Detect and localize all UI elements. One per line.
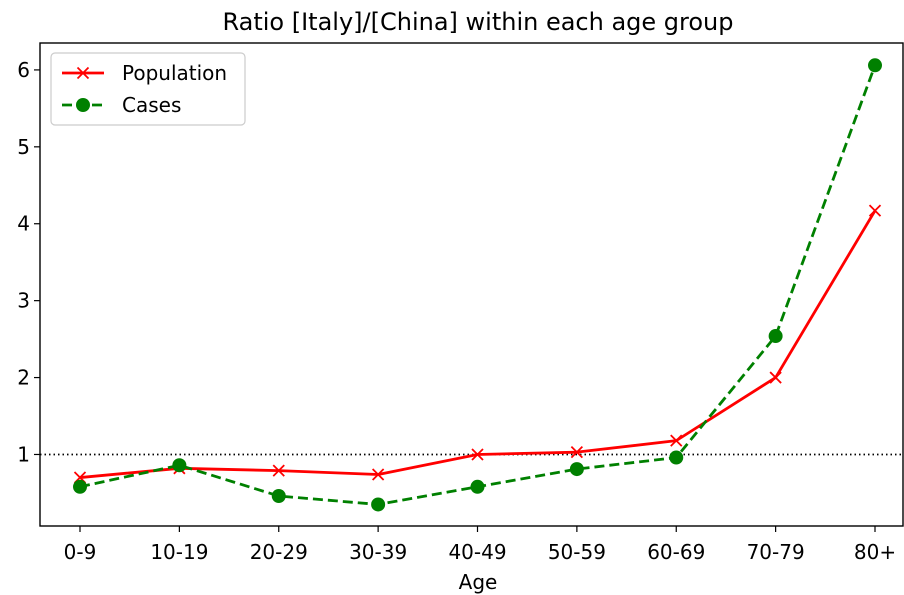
population-point — [570, 446, 584, 459]
population-point — [272, 464, 285, 477]
y-tick-label: 4 — [17, 212, 30, 236]
population-series-line — [79, 209, 877, 479]
x-tick-label: 40-49 — [448, 540, 506, 564]
x-tick-label: 20-29 — [250, 540, 308, 564]
cases-series-line — [79, 64, 877, 506]
legend-box — [50, 52, 246, 126]
plot-area — [40, 58, 903, 512]
x-tick-label: 50-59 — [548, 540, 606, 564]
y-tick-label: 6 — [17, 58, 30, 82]
legend-cases-marker — [76, 98, 90, 112]
cases-point — [868, 58, 882, 73]
cases-point — [669, 450, 684, 465]
x-tick-label: 10-19 — [150, 540, 208, 564]
legend-population-label: Population — [122, 61, 227, 85]
x-axis-label: Age — [459, 570, 498, 594]
x-tick-label: 30-39 — [349, 540, 407, 564]
x-tick-label: 70-79 — [747, 540, 805, 564]
cases-point — [371, 497, 386, 512]
legend: Population Cases — [50, 52, 246, 126]
x-axis: 0-9 10-19 20-29 30-39 40-49 50-59 60-69 70-79 80… — [64, 526, 896, 564]
x-tick-label: 60-69 — [647, 540, 705, 564]
axes-frame — [39, 42, 904, 527]
population-point — [471, 448, 484, 461]
y-tick-label: 3 — [17, 289, 30, 313]
y-tick-label: 2 — [17, 366, 30, 390]
y-axis: 1 2 3 4 5 6 — [17, 58, 40, 466]
chart-title: Ratio [Italy]/[China] within each age gr… — [222, 8, 733, 36]
cases-point — [73, 479, 87, 494]
legend-cases-label: Cases — [122, 93, 181, 117]
cases-point — [470, 479, 485, 494]
cases-point — [172, 458, 187, 473]
population-point — [371, 468, 385, 481]
cases-point — [271, 489, 286, 504]
x-tick-label: 80+ — [854, 540, 896, 564]
cases-point — [768, 329, 783, 344]
population-point — [868, 204, 882, 217]
y-tick-label: 1 — [17, 442, 30, 466]
cases-point — [569, 462, 584, 477]
x-tick-label: 0-9 — [64, 540, 97, 564]
legend-population-marker — [76, 66, 90, 80]
population-point — [769, 371, 782, 384]
y-tick-label: 5 — [17, 135, 30, 159]
population-point — [670, 434, 683, 447]
